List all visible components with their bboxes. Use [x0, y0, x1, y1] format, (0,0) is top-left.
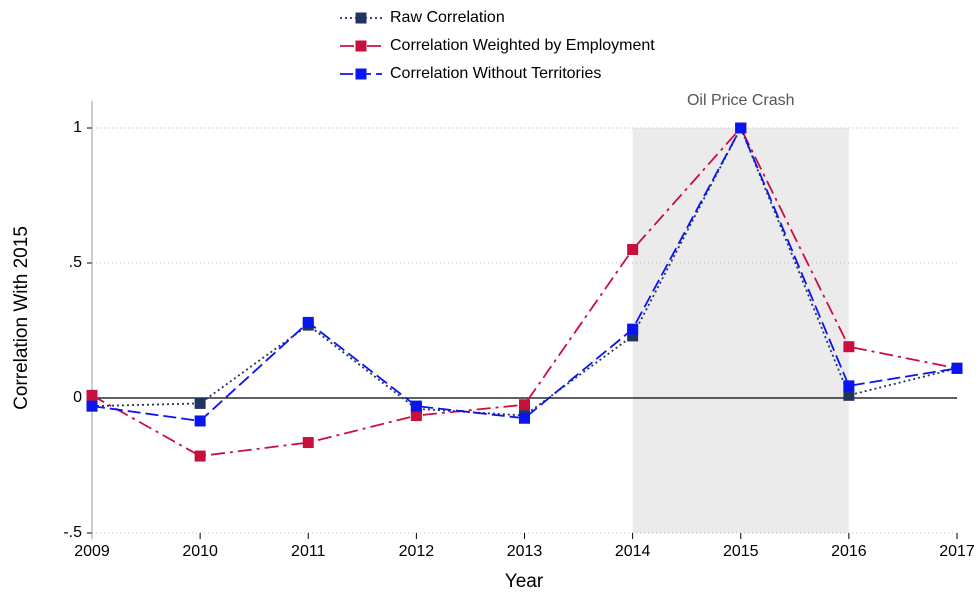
legend-label: Correlation Weighted by Employment: [390, 37, 655, 54]
legend-marker: [355, 12, 367, 24]
legend-label: Raw Correlation: [390, 9, 505, 26]
legend-marker: [355, 68, 367, 80]
x-tick-label: 2013: [507, 543, 543, 560]
series-line: [91, 125, 958, 422]
y-axis-title: Correlation With 2015: [11, 226, 32, 410]
x-tick-label: 2010: [182, 543, 218, 560]
x-tick-label: 2009: [74, 543, 110, 560]
marker: [627, 323, 639, 335]
marker: [843, 341, 855, 353]
marker: [519, 412, 530, 424]
x-tick-label: 2016: [831, 543, 867, 560]
x-tick-label: 2017: [939, 543, 975, 560]
marker: [951, 362, 963, 374]
legend-label: Correlation Without Territories: [390, 65, 601, 82]
shaded-period: [632, 128, 849, 533]
marker: [86, 400, 98, 412]
marker: [735, 122, 747, 134]
marker: [627, 330, 639, 342]
marker: [843, 380, 855, 392]
shade-label: Oil Price Crash: [687, 92, 795, 109]
marker: [302, 437, 314, 449]
y-tick-label: 0: [73, 389, 82, 406]
y-tick-label: -.5: [63, 524, 82, 541]
marker: [843, 389, 855, 401]
marker: [410, 410, 422, 422]
marker: [627, 244, 639, 255]
marker: [194, 415, 206, 427]
y-tick-label: 1: [73, 119, 82, 136]
x-axis-title: Year: [505, 571, 544, 592]
legend-marker: [355, 40, 367, 52]
x-tick-label: 2014: [615, 543, 651, 560]
marker: [194, 397, 206, 409]
marker: [86, 389, 98, 401]
marker: [194, 450, 206, 462]
marker: [519, 399, 530, 411]
marker: [302, 316, 314, 328]
x-tick-label: 2011: [291, 543, 326, 560]
x-tick-label: 2012: [399, 543, 435, 560]
x-tick-label: 2015: [723, 543, 759, 560]
y-tick-label: .5: [69, 254, 82, 271]
marker: [410, 400, 422, 412]
